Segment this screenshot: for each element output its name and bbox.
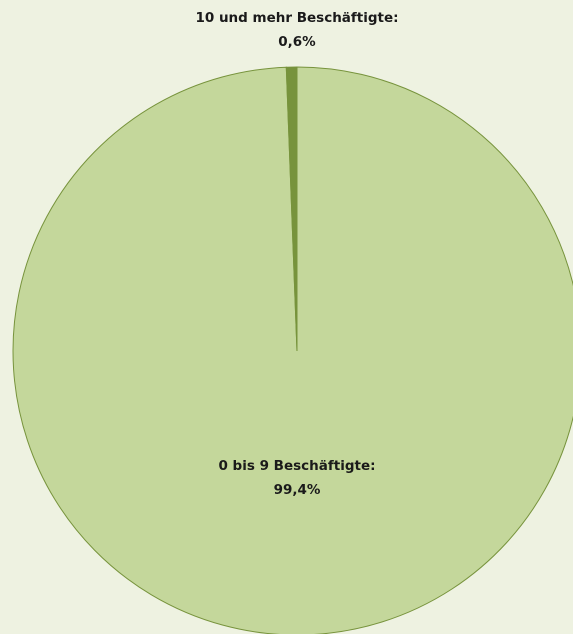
slice-value-label: 0,6% — [278, 34, 316, 50]
slice-label: 10 und mehr Beschäftigte: — [195, 10, 398, 26]
pie-slice — [12, 66, 573, 634]
slice-value-label: 99,4% — [274, 482, 321, 498]
slice-label: 0 bis 9 Beschäftigte: — [218, 458, 375, 474]
pie-slice — [285, 66, 298, 352]
